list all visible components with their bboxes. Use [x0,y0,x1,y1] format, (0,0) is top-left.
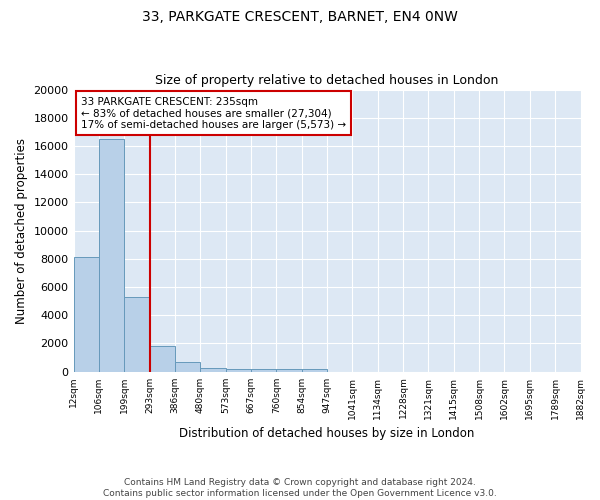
Bar [277,369,302,372]
Bar [302,370,327,372]
Bar [149,346,175,372]
Y-axis label: Number of detached properties: Number of detached properties [15,138,28,324]
Text: 33 PARKGATE CRESCENT: 235sqm
← 83% of detached houses are smaller (27,304)
17% o: 33 PARKGATE CRESCENT: 235sqm ← 83% of de… [81,96,346,130]
Bar [226,368,251,372]
Bar [124,297,149,372]
Bar [99,139,124,372]
Bar [200,368,226,372]
Bar [251,369,277,372]
Text: Contains HM Land Registry data © Crown copyright and database right 2024.
Contai: Contains HM Land Registry data © Crown c… [103,478,497,498]
Text: 33, PARKGATE CRESCENT, BARNET, EN4 0NW: 33, PARKGATE CRESCENT, BARNET, EN4 0NW [142,10,458,24]
Bar [74,258,99,372]
X-axis label: Distribution of detached houses by size in London: Distribution of detached houses by size … [179,427,475,440]
Bar [175,362,200,372]
Title: Size of property relative to detached houses in London: Size of property relative to detached ho… [155,74,499,87]
